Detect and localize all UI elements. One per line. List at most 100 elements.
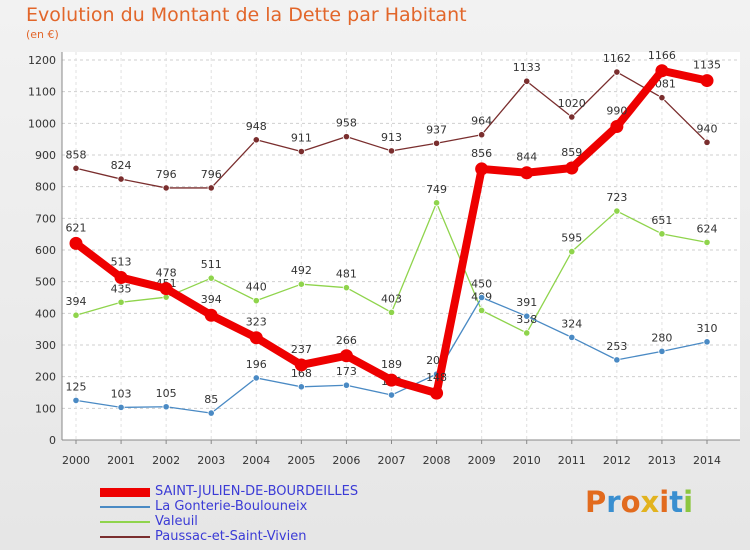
data-label: 1133 xyxy=(513,61,541,74)
data-label: 173 xyxy=(336,365,357,378)
y-tick-label: 700 xyxy=(35,212,56,225)
data-label: 513 xyxy=(111,256,132,269)
data-label: 1166 xyxy=(648,49,676,62)
data-point xyxy=(658,230,666,238)
data-label: 964 xyxy=(471,115,492,128)
y-tick-label: 100 xyxy=(35,402,56,415)
legend-item: Paussac-et-Saint-Vivien xyxy=(100,529,420,545)
data-label: 403 xyxy=(381,292,402,305)
y-tick-label: 300 xyxy=(35,339,56,352)
y-tick-label: 900 xyxy=(35,149,56,162)
x-tick-label: 2013 xyxy=(648,454,676,467)
data-label: 1162 xyxy=(603,52,631,65)
data-label: 237 xyxy=(291,343,312,356)
data-point xyxy=(523,329,531,337)
logo-letter: o xyxy=(620,485,641,519)
data-label: 323 xyxy=(246,316,267,329)
x-tick-label: 2014 xyxy=(693,454,721,467)
data-point xyxy=(162,403,170,411)
data-point xyxy=(520,166,534,180)
data-point xyxy=(523,312,531,320)
data-point xyxy=(342,133,351,141)
data-point xyxy=(387,308,396,316)
y-tick-label: 400 xyxy=(35,307,56,320)
data-point xyxy=(72,164,80,172)
data-label: 595 xyxy=(561,232,582,245)
data-point xyxy=(297,147,305,156)
data-point xyxy=(252,136,260,144)
data-point xyxy=(207,409,215,417)
y-tick-label: 500 xyxy=(35,276,56,289)
data-label: 723 xyxy=(606,191,627,204)
data-point xyxy=(432,199,441,207)
y-tick-label: 600 xyxy=(35,244,56,257)
data-point xyxy=(565,161,579,175)
data-label: 148 xyxy=(426,371,447,384)
logo-letter: x xyxy=(640,485,660,519)
data-label: 858 xyxy=(66,148,87,161)
legend-item: La Gonterie-Boulouneix xyxy=(100,499,420,515)
data-point xyxy=(568,333,576,341)
x-tick-label: 2002 xyxy=(152,454,180,467)
data-point xyxy=(610,120,624,133)
x-tick-label: 2011 xyxy=(558,454,586,467)
data-label: 940 xyxy=(697,122,718,135)
x-tick-label: 2001 xyxy=(107,454,135,467)
data-label: 324 xyxy=(561,317,582,330)
data-point xyxy=(655,64,669,78)
data-label: 859 xyxy=(561,146,582,159)
data-label: 391 xyxy=(516,296,537,309)
data-label: 651 xyxy=(651,214,672,227)
data-point xyxy=(294,358,308,372)
data-point xyxy=(430,386,444,400)
proxiti-logo: Proxiti xyxy=(585,485,693,519)
data-point xyxy=(207,274,215,282)
data-point xyxy=(117,403,125,411)
data-point xyxy=(478,306,486,315)
data-label: 511 xyxy=(201,258,222,271)
data-label: 394 xyxy=(201,293,222,306)
x-tick-label: 2008 xyxy=(423,454,451,467)
x-tick-label: 2005 xyxy=(287,454,315,467)
legend-label: Paussac-et-Saint-Vivien xyxy=(155,529,307,544)
y-tick-label: 1100 xyxy=(28,86,56,99)
data-label: 937 xyxy=(426,123,447,136)
data-label: 796 xyxy=(201,168,222,181)
data-label: 749 xyxy=(426,183,447,196)
data-point xyxy=(613,207,621,215)
data-label: 253 xyxy=(606,340,627,353)
y-tick-label: 800 xyxy=(35,181,56,194)
legend: SAINT-JULIEN-DE-BOURDEILLES La Gonterie-… xyxy=(100,484,420,545)
data-point xyxy=(162,184,170,192)
data-label: 624 xyxy=(697,222,718,235)
legend-label: SAINT-JULIEN-DE-BOURDEILLES xyxy=(155,484,359,499)
x-tick-label: 2004 xyxy=(242,454,270,467)
data-label: 824 xyxy=(111,159,132,172)
data-label: 856 xyxy=(471,147,492,160)
data-point xyxy=(432,139,441,147)
data-point xyxy=(478,131,486,139)
logo-letter: r xyxy=(606,485,621,519)
data-point xyxy=(252,297,260,305)
data-label: 310 xyxy=(697,322,718,335)
legend-swatch xyxy=(100,488,150,497)
data-point xyxy=(114,271,128,285)
data-label: 844 xyxy=(516,151,537,164)
data-point xyxy=(568,113,576,121)
x-tick-label: 2010 xyxy=(513,454,541,467)
data-point xyxy=(387,147,396,155)
logo-letter: t xyxy=(669,485,684,519)
data-label: 913 xyxy=(381,131,402,144)
data-label: 478 xyxy=(156,267,177,280)
chart-unit: (en €) xyxy=(26,28,59,41)
legend-swatch xyxy=(100,521,150,523)
data-point xyxy=(72,396,80,405)
data-point xyxy=(339,349,353,363)
data-label: 105 xyxy=(156,387,177,400)
data-label: 958 xyxy=(336,117,357,130)
data-point xyxy=(117,175,125,183)
data-label: 435 xyxy=(111,282,132,295)
data-point xyxy=(568,247,576,256)
data-point xyxy=(613,68,621,76)
data-point xyxy=(658,94,666,102)
